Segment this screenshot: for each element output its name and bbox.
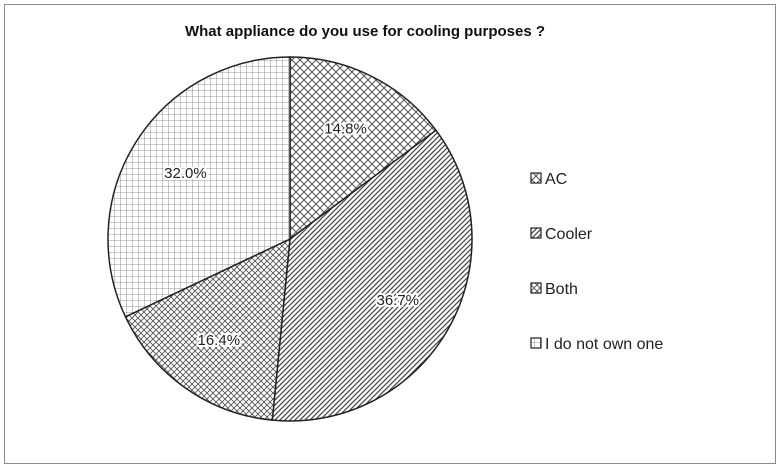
legend-swatch-cooler bbox=[530, 227, 542, 239]
legend-label-ac: AC bbox=[545, 171, 567, 188]
legend-label-cooler: Cooler bbox=[545, 226, 593, 243]
chart-title: What appliance do you use for cooling pu… bbox=[184, 23, 546, 40]
pie-data-labels: 14.8% 36.7% 16.4% 32.0% bbox=[162, 118, 421, 351]
pie-slices bbox=[107, 56, 473, 422]
legend-label-both: Both bbox=[545, 281, 578, 298]
pie-slice-both bbox=[124, 237, 291, 421]
pie-slice-cooler bbox=[271, 129, 473, 422]
data-label-ac: 14.8% bbox=[324, 120, 367, 137]
data-label-both: 16.4% bbox=[198, 332, 241, 349]
legend-swatch-both bbox=[530, 282, 542, 294]
data-label-cooler: 36.7% bbox=[376, 292, 419, 309]
pie-slice-i-do-not-own-one bbox=[107, 56, 291, 318]
legend-swatch-i-do-not-own-one bbox=[530, 337, 542, 349]
legend-swatch-ac bbox=[530, 172, 542, 184]
legend-label-i-do-not-own-one: I do not own one bbox=[545, 336, 663, 353]
legend: AC Cooler Both I do not own one bbox=[530, 171, 663, 353]
pie-slice-ac bbox=[289, 56, 438, 241]
data-label-i-do-not-own-one: 32.0% bbox=[164, 165, 207, 182]
